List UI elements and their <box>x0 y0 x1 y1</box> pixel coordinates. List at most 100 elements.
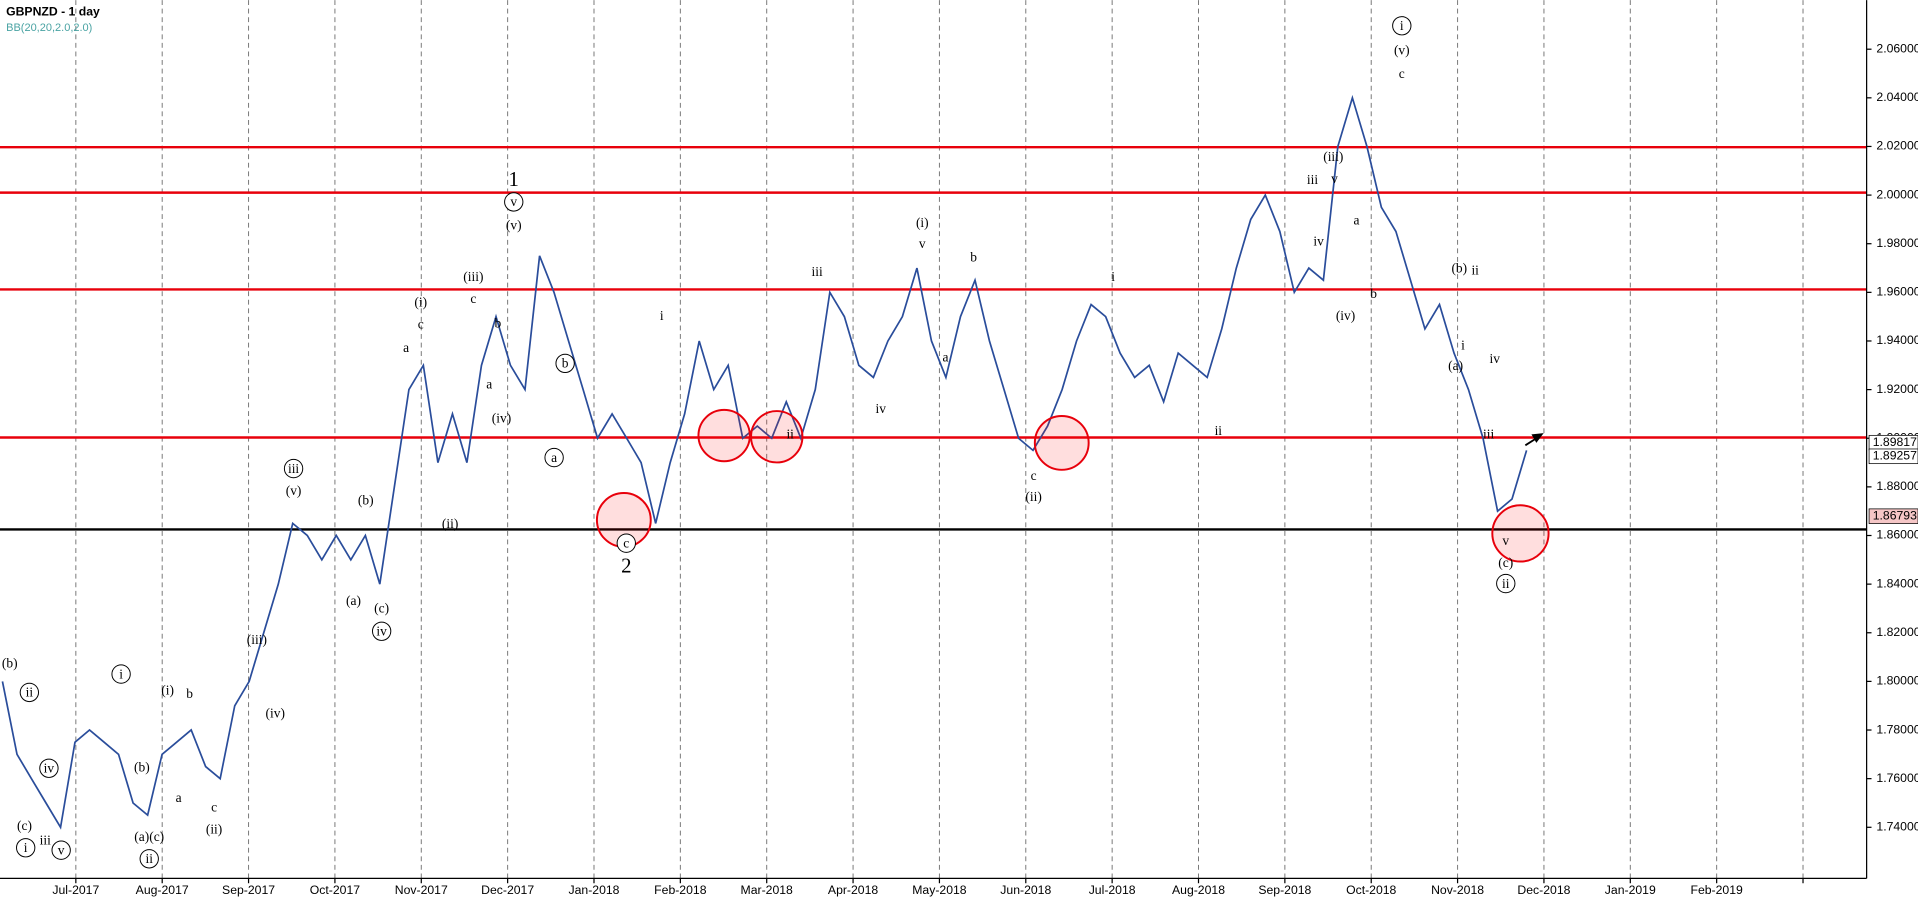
wave-label: iii <box>40 833 51 848</box>
wave-label: (iv) <box>492 411 511 426</box>
wave-label: (i) <box>414 295 427 310</box>
wave-circle <box>51 840 71 860</box>
wave-label: a <box>943 350 949 365</box>
x-tick-label: Jan-2018 <box>569 883 620 897</box>
wave-label: b <box>970 249 977 264</box>
price-line <box>1 94 1528 830</box>
x-tick-label: Nov-2018 <box>1431 883 1484 897</box>
wave-label: v <box>58 843 65 858</box>
wave-label: (ii) <box>1025 489 1041 504</box>
grid <box>75 0 1804 879</box>
x-tick-label: Sep-2017 <box>222 883 275 897</box>
wave-label: v <box>919 236 926 251</box>
x-tick-label: Dec-2017 <box>481 883 534 897</box>
wave-label: c <box>211 800 217 815</box>
wave-label: ii <box>786 427 794 442</box>
wave-circle <box>555 353 575 374</box>
y-tick-label: 1.94000 <box>1876 333 1918 347</box>
y-tick-label: 1.96000 <box>1876 285 1918 299</box>
wave-label: (i) <box>916 215 929 230</box>
wave-label: i <box>24 840 28 855</box>
y-tick-label: 1.84000 <box>1876 576 1918 590</box>
wave-label: iv <box>44 761 55 776</box>
wave-label: iii <box>1307 172 1318 187</box>
wave-label: i <box>119 666 123 681</box>
indicator-label: BB(20,20,2.0,2.0) <box>6 22 92 34</box>
wave-label: (iii) <box>1323 149 1343 164</box>
wave-label: iii <box>812 264 823 279</box>
wave-circle <box>283 458 304 479</box>
wave-circle <box>19 682 40 703</box>
wave-label: iv <box>376 624 387 639</box>
x-tick-label: Aug-2017 <box>136 883 189 897</box>
wave-label: c <box>418 317 424 332</box>
x-tick-label: Jun-2018 <box>1000 883 1051 897</box>
wave-label: 2 <box>621 554 631 577</box>
wave-label: iv <box>875 401 886 416</box>
arrow <box>1524 433 1544 447</box>
wave-label: ii <box>145 851 153 866</box>
x-tick-label: Feb-2018 <box>654 883 707 897</box>
x-tick-label: Oct-2017 <box>310 883 360 897</box>
wave-label: (v) <box>506 217 522 232</box>
y-tick-label: 1.76000 <box>1876 771 1918 785</box>
wave-circle <box>1392 16 1412 36</box>
x-tick-label: Apr-2018 <box>828 883 878 897</box>
price-label-box <box>1868 448 1918 465</box>
wave-label: c <box>623 536 629 551</box>
x-tick-label: Oct-2018 <box>1346 883 1396 897</box>
wave-label: (iii) <box>463 269 483 284</box>
wave-circle <box>371 621 392 641</box>
wave-label: b <box>186 686 193 701</box>
wave-label: c <box>1399 66 1405 81</box>
x-tick-label: Jan-2019 <box>1605 883 1656 897</box>
price-label: 1.89257 <box>1873 449 1917 463</box>
wave-label: (iii) <box>247 632 267 647</box>
wave-label: 1 <box>509 168 519 191</box>
wave-label: a <box>1354 213 1360 228</box>
wave-label: ii <box>1502 576 1510 591</box>
wave-label: (c) <box>374 600 389 615</box>
wave-label: v <box>510 194 517 209</box>
wave-label: a <box>551 450 557 465</box>
wave-label: (v) <box>1394 43 1410 58</box>
wave-label: (a)(c) <box>134 829 164 844</box>
wave-label: (c) <box>1498 555 1513 570</box>
y-tick-label: 1.74000 <box>1876 820 1918 834</box>
wave-label: c <box>1031 468 1037 483</box>
wave-label: a <box>403 340 409 355</box>
wave-label: a <box>486 376 492 391</box>
wave-label: iv <box>1490 351 1501 366</box>
x-tick-label: Feb-2019 <box>1691 883 1744 897</box>
x-tick-label: Jul-2018 <box>1089 883 1136 897</box>
price-label-box <box>1868 508 1918 524</box>
wave-labels: 1v(v)(iii)cba(iv)(i)ca(ii)2cbaiiii(i)vba… <box>2 16 1516 869</box>
highlight-circle <box>750 410 804 464</box>
axis-labels: 2.06000 2.04000 2.02000 2.00000 1.98000 1.960… <box>52 41 1918 896</box>
y-tick-label: 1.82000 <box>1876 625 1918 639</box>
x-tick-label: Jul-2017 <box>52 883 99 897</box>
y-tick-label: 1.92000 <box>1876 382 1918 396</box>
y-tick-label: 2.06000 <box>1876 41 1918 55</box>
wave-label: a <box>176 790 182 805</box>
wave-label: (ii) <box>442 516 458 531</box>
wave-circle <box>1496 573 1516 594</box>
wave-label: (iv) <box>266 706 285 721</box>
y-tick-label: 2.00000 <box>1876 187 1918 201</box>
wave-label: (ii) <box>206 822 222 837</box>
wave-label: i <box>1400 18 1404 33</box>
wave-label: ii <box>26 685 34 700</box>
wave-label: iii <box>288 461 299 476</box>
wave-circle <box>111 664 131 684</box>
wave-label: (v) <box>286 483 302 498</box>
wave-label: (a) <box>1448 358 1463 373</box>
y-tick-label: 2.02000 <box>1876 139 1918 153</box>
wave-circle <box>504 192 524 212</box>
x-tick-label: Aug-2018 <box>1172 883 1225 897</box>
wave-circle <box>39 758 59 778</box>
wave-circle <box>544 447 564 468</box>
levels <box>0 145 1867 531</box>
x-tick-label: May-2018 <box>912 883 967 897</box>
